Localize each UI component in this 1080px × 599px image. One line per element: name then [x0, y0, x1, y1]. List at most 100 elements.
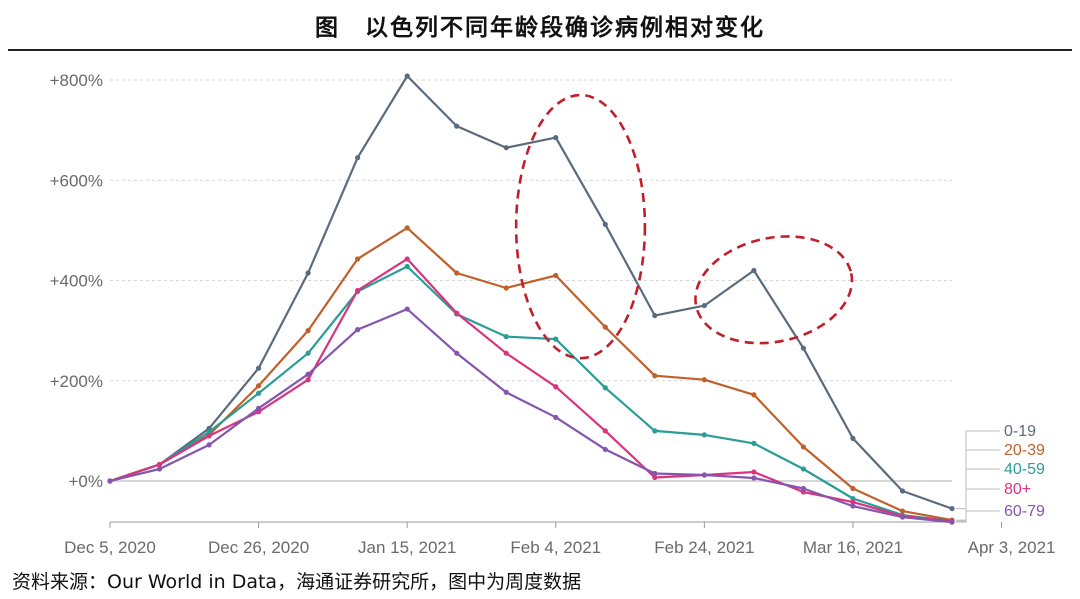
x-tick-label: Apr 3, 2021 — [968, 538, 1056, 557]
data-point-20-39 — [355, 256, 361, 262]
data-point-20-39 — [652, 373, 658, 379]
data-point-60-79 — [404, 306, 410, 312]
data-point-40-59 — [206, 429, 212, 435]
legend-connector — [956, 468, 1000, 522]
data-point-60-79 — [553, 414, 559, 420]
x-tick-label: Dec 26, 2020 — [208, 538, 309, 557]
data-point-0-19 — [949, 505, 955, 512]
data-point-60-79 — [454, 350, 460, 356]
data-point-20-39 — [751, 392, 757, 398]
legend-connector — [956, 488, 1000, 522]
series-line-60-79 — [109, 308, 953, 524]
source-note: 资料来源：Our World in Data，海通证券研究所，图中为周度数据 — [12, 571, 582, 593]
grid-lines — [110, 79, 952, 482]
title-rule — [8, 49, 1072, 51]
data-point-20-39 — [404, 225, 410, 231]
data-point-0-19 — [404, 73, 410, 79]
data-point-0-19 — [850, 435, 856, 441]
highlight-ellipse — [694, 235, 854, 345]
data-point-40-59 — [503, 334, 509, 340]
series-line-20-39 — [109, 226, 953, 522]
data-point-80+ — [652, 474, 658, 481]
data-point-20-39 — [454, 270, 460, 276]
data-point-20-39 — [850, 485, 856, 492]
data-point-60-79 — [652, 470, 658, 477]
y-tick-label: +400% — [50, 272, 103, 291]
legend-label-80+: 80+ — [1004, 481, 1031, 498]
data-point-80+ — [503, 350, 509, 356]
data-point-80+ — [404, 256, 410, 262]
highlight-ellipse — [514, 93, 647, 360]
data-point-40-59 — [553, 336, 559, 342]
data-point-60-79 — [305, 371, 311, 377]
data-point-60-79 — [800, 485, 807, 492]
y-tick-label: +600% — [50, 171, 103, 190]
axes: +0% +200% +400% +600% +800% Dec 5, 2020 Dec 26… — [50, 71, 1056, 557]
data-point-20-39 — [602, 324, 608, 330]
y-tick-label: +200% — [50, 372, 103, 391]
data-point-0-19 — [255, 365, 262, 371]
legend-label-20-39: 20-39 — [1004, 442, 1045, 459]
data-point-80+ — [602, 428, 608, 434]
data-point-40-59 — [800, 466, 807, 472]
data-point-0-19 — [701, 302, 707, 309]
data-point-0-19 — [602, 221, 608, 227]
y-tick-label: +800% — [50, 71, 103, 90]
data-point-60-79 — [949, 519, 955, 525]
data-point-40-59 — [404, 263, 410, 270]
data-point-60-79 — [156, 466, 163, 472]
data-point-40-59 — [602, 385, 608, 391]
data-point-40-59 — [255, 390, 262, 396]
data-point-20-39 — [255, 383, 262, 389]
y-tick-label: +0% — [69, 472, 104, 491]
legend-label-60-79: 60-79 — [1004, 503, 1045, 520]
data-point-80+ — [305, 377, 311, 383]
data-point-80+ — [355, 287, 361, 294]
data-point-60-79 — [255, 405, 262, 411]
data-point-60-79 — [355, 327, 361, 333]
legend-label-40-59: 40-59 — [1004, 461, 1045, 478]
data-point-80+ — [751, 469, 757, 475]
x-tick-label: Jan 15, 2021 — [358, 538, 456, 557]
data-point-0-19 — [899, 488, 906, 494]
data-point-80+ — [206, 433, 212, 439]
data-point-0-19 — [800, 345, 807, 351]
data-point-60-79 — [751, 475, 757, 481]
legend-connector — [956, 449, 1000, 521]
series-lines — [107, 73, 955, 525]
data-point-20-39 — [899, 508, 906, 514]
data-point-0-19 — [454, 123, 460, 129]
legend-connector — [956, 430, 1000, 510]
data-point-60-79 — [899, 514, 906, 520]
data-point-0-19 — [503, 145, 509, 151]
data-point-80+ — [553, 384, 559, 390]
data-point-40-59 — [701, 432, 707, 438]
data-point-20-39 — [553, 272, 559, 279]
x-tick-label: Feb 4, 2021 — [510, 538, 601, 557]
legend: 0-19 20-39 40-59 80+ 60-79 — [956, 423, 1045, 523]
data-point-20-39 — [305, 328, 311, 334]
x-tick-label: Feb 24, 2021 — [654, 538, 754, 557]
series-line-40-59 — [109, 265, 953, 523]
data-point-0-19 — [305, 270, 311, 276]
data-point-60-79 — [701, 472, 707, 478]
data-point-0-19 — [355, 155, 361, 161]
x-tick-label: Dec 5, 2020 — [64, 538, 156, 557]
data-point-40-59 — [751, 440, 757, 447]
annotations — [514, 93, 854, 360]
data-point-0-19 — [553, 135, 559, 141]
legend-label-0-19: 0-19 — [1004, 423, 1036, 440]
data-point-80+ — [156, 461, 163, 468]
data-point-80+ — [454, 310, 460, 316]
data-point-80+ — [850, 499, 856, 505]
data-point-60-79 — [503, 389, 509, 395]
data-point-60-79 — [850, 503, 856, 509]
x-tick-label: Mar 16, 2021 — [803, 538, 903, 557]
data-point-40-59 — [652, 428, 658, 434]
data-point-0-19 — [652, 312, 658, 319]
data-point-60-79 — [602, 446, 608, 453]
data-point-20-39 — [503, 285, 509, 291]
data-point-0-19 — [751, 267, 757, 274]
legend-connector — [956, 510, 1000, 523]
